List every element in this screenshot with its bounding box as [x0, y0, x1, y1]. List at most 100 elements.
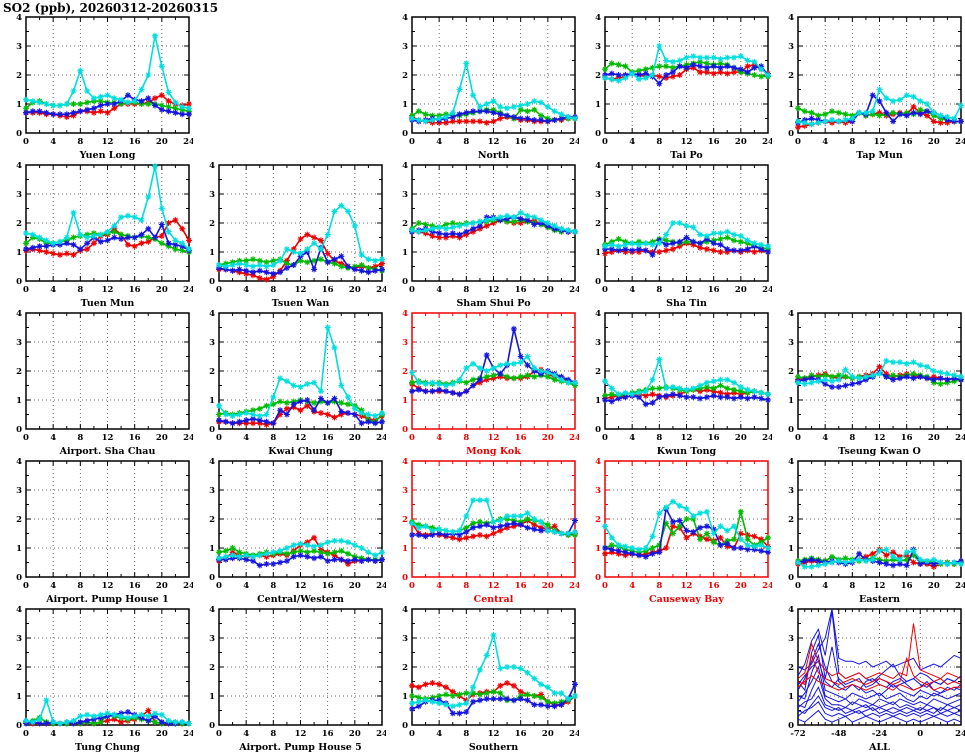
y-tick-label: 1 [16, 248, 22, 258]
x-tick-label: -24 [872, 729, 887, 739]
series-blue-4 [797, 642, 962, 697]
y-tick-label: 3 [788, 42, 794, 52]
y-tick-label: 1 [788, 692, 794, 702]
y-tick-label: 4 [595, 13, 601, 23]
y-tick-label: 2 [595, 367, 601, 377]
chart-title-kwai-chung: Kwai Chung [268, 446, 333, 457]
y-tick-label: 3 [788, 338, 794, 348]
x-tick-label: 8 [77, 433, 83, 443]
x-tick-label: 4 [822, 581, 828, 591]
y-tick-label: 1 [788, 396, 794, 406]
x-tick-label: 8 [463, 137, 469, 147]
y-tick-label: 4 [788, 605, 794, 615]
y-tick-label: 4 [595, 309, 601, 319]
series-cyan [409, 209, 578, 235]
x-tick-label: 0 [23, 581, 29, 591]
series-blue [216, 395, 385, 427]
y-tick-label: 2 [595, 515, 601, 525]
y-tick-label: 4 [402, 309, 408, 319]
x-tick-label: -72 [790, 729, 805, 739]
x-tick-label: 16 [515, 433, 527, 443]
chart-panel-tung-chung: 0 4 8 12 16 20 24 0 1 2 3 4 Tung Chung [0, 605, 193, 753]
series-red-2 [797, 653, 962, 686]
x-tick-label: 16 [322, 729, 334, 739]
x-tick-label: 20 [156, 433, 168, 443]
y-tick-label: 4 [788, 309, 794, 319]
y-tick-label: 0 [16, 277, 22, 287]
y-tick-label: 4 [16, 309, 22, 319]
x-tick-label: 4 [243, 285, 249, 295]
series-cyan [23, 163, 192, 253]
y-tick-label: 3 [595, 486, 601, 496]
y-tick-label: 2 [788, 367, 794, 377]
x-tick-label: 0 [23, 433, 29, 443]
empty-cell [193, 13, 386, 161]
series-cyan [795, 86, 964, 128]
x-tick-label: 0 [409, 433, 415, 443]
y-tick-label: 3 [788, 634, 794, 644]
x-tick-label: 12 [488, 285, 500, 295]
y-tick-label: 2 [209, 367, 215, 377]
x-tick-label: 12 [488, 137, 500, 147]
x-tick-label: 8 [77, 729, 83, 739]
x-tick-label: 16 [129, 137, 141, 147]
x-tick-label: 24 [569, 581, 579, 591]
x-tick-label: 4 [629, 285, 635, 295]
x-tick-label: 20 [349, 581, 361, 591]
x-tick-label: 24 [955, 137, 965, 147]
charts-grid: 0 4 8 12 16 20 24 0 1 2 3 4 Yuen Long 0 4 8 12 16 20 24 0 1 2 3… [0, 13, 965, 753]
series-cyan [216, 537, 385, 562]
grid-lines [412, 165, 575, 281]
x-tick-label: 0 [216, 729, 222, 739]
y-tick-label: 2 [788, 71, 794, 81]
y-tick-label: 1 [16, 544, 22, 554]
x-tick-label: 12 [874, 433, 886, 443]
chart-panel-tap-mun: 0 4 8 12 16 20 24 0 1 2 3 4 Tap Mun [772, 13, 965, 161]
y-tick-label: 3 [595, 42, 601, 52]
x-tick-label: 4 [50, 433, 56, 443]
x-tick-label: 8 [849, 581, 855, 591]
chart-title-causeway-bay: Causeway Bay [649, 594, 724, 605]
y-tick-label: 3 [209, 634, 215, 644]
chart-title-tap-mun: Tap Mun [856, 150, 903, 161]
x-tick-label: 8 [463, 581, 469, 591]
series-cyan [23, 697, 192, 727]
x-tick-label: 24 [569, 285, 579, 295]
x-tick-label: 0 [23, 285, 29, 295]
chart-panel-kwai-chung: 0 4 8 12 16 20 24 0 1 2 3 4 Kwai Chung [193, 309, 386, 457]
y-tick-label: 3 [16, 634, 22, 644]
y-tick-label: 0 [402, 129, 408, 139]
y-tick-label: 3 [209, 190, 215, 200]
y-tick-label: 3 [16, 338, 22, 348]
y-tick-label: 0 [209, 573, 215, 583]
x-tick-label: 24 [569, 729, 579, 739]
chart-panel-kwun-tong: 0 4 8 12 16 20 24 0 1 2 3 4 Kwun Tong [579, 309, 772, 457]
x-tick-label: 0 [602, 581, 608, 591]
y-tick-label: 2 [209, 663, 215, 673]
y-tick-label: 2 [402, 663, 408, 673]
chart-canvas-all: -72 -48 -24 0 24 0 1 2 3 4 ALL [788, 605, 965, 753]
y-tick-label: 4 [16, 457, 22, 467]
grid-lines [412, 609, 575, 725]
x-tick-label: 16 [708, 581, 720, 591]
grid-lines [26, 461, 189, 577]
chart-panel-yuen-long: 0 4 8 12 16 20 24 0 1 2 3 4 Yuen Long [0, 13, 193, 161]
x-tick-label: -48 [831, 729, 846, 739]
chart-panel-sha-tin: 0 4 8 12 16 20 24 0 1 2 3 4 Sha Tin [579, 161, 772, 309]
page-title: SO2 (ppb), 20260312-20260315 [3, 1, 219, 15]
x-tick-label: 20 [349, 433, 361, 443]
y-tick-label: 4 [16, 605, 22, 615]
series-cyan [216, 324, 385, 419]
y-tick-label: 2 [595, 71, 601, 81]
